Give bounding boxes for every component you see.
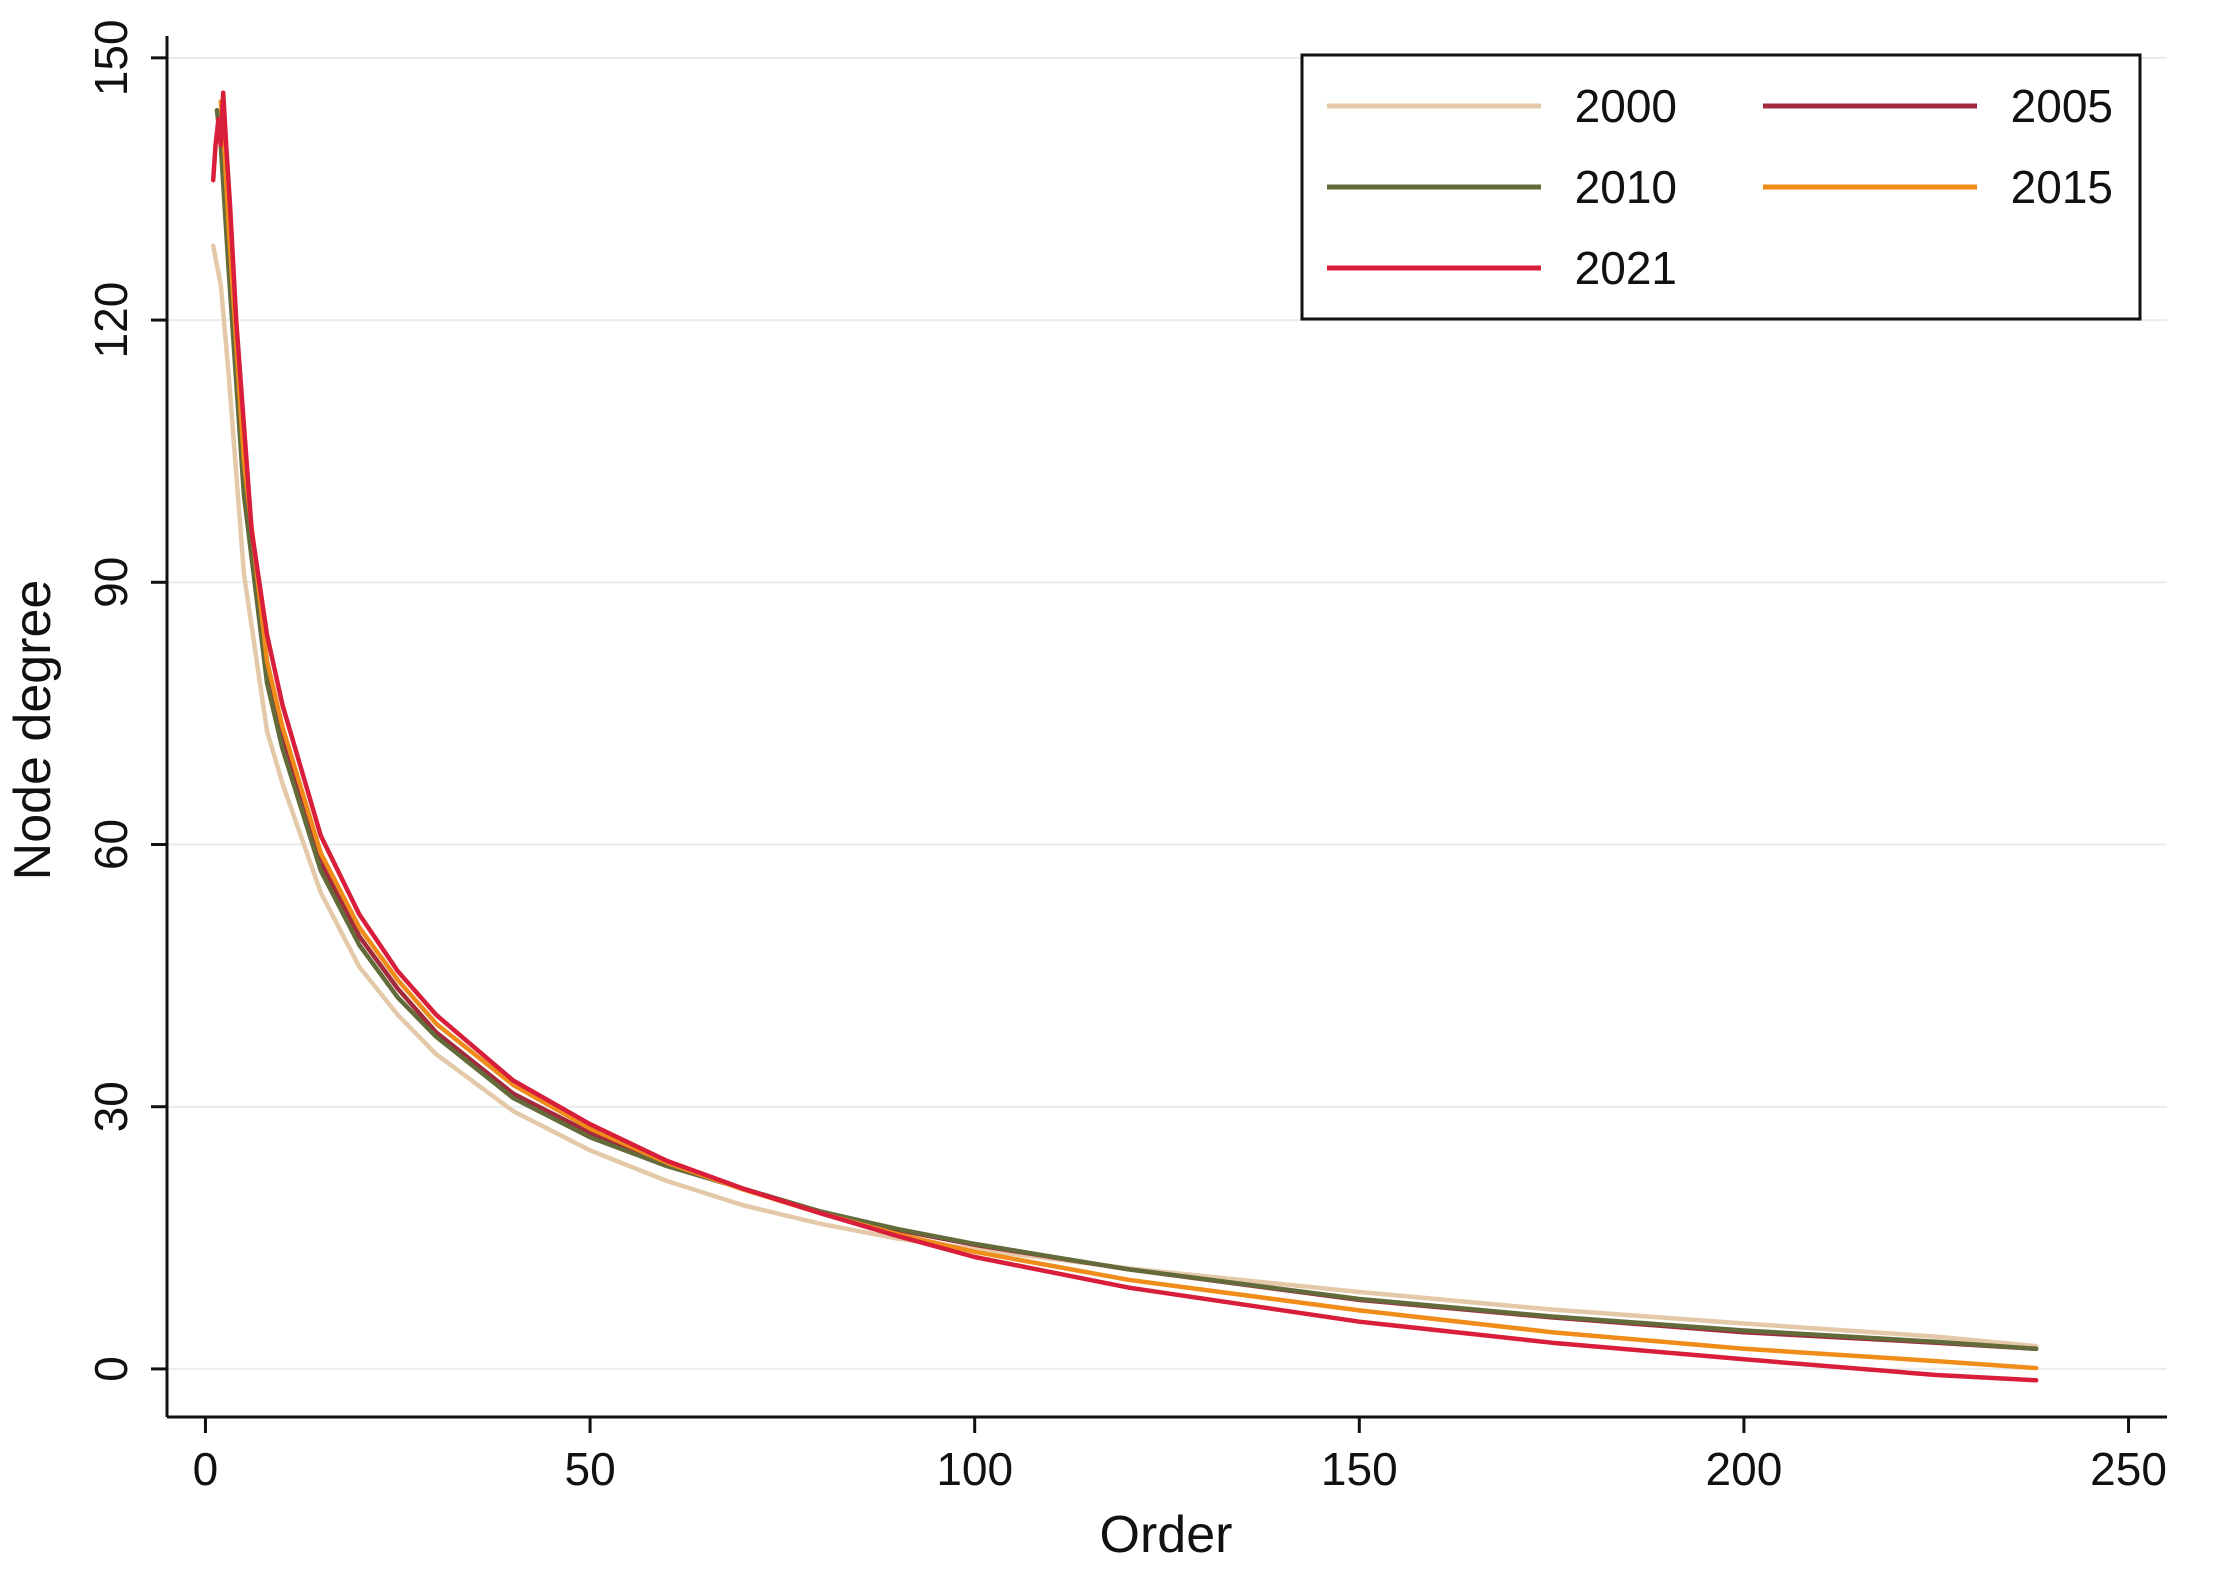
legend-label: 2015 xyxy=(2011,161,2113,213)
x-tick-label: 200 xyxy=(1706,1443,1783,1495)
x-tick-label: 150 xyxy=(1321,1443,1398,1495)
legend-item-2021: 2021 xyxy=(1327,242,1677,294)
series-lines xyxy=(210,90,2039,1383)
y-tick-label: 30 xyxy=(85,1081,137,1132)
y-tick-label: 60 xyxy=(85,819,137,870)
legend-items: 2000 2005 2010 2015 2021 xyxy=(1327,80,2113,294)
y-tick-label: 90 xyxy=(85,557,137,608)
axes: 0 30 60 90 120 150 0 50 100 150 200 250 xyxy=(85,19,2167,1495)
gridlines xyxy=(167,56,2167,1370)
y-axis-title: Node degree xyxy=(4,580,62,881)
series-line-2021 xyxy=(210,90,2039,1383)
x-tick-label: 100 xyxy=(936,1443,1013,1495)
y-tick-label: 120 xyxy=(85,282,137,359)
legend-item-2000: 2000 xyxy=(1327,80,1677,132)
legend-label: 2021 xyxy=(1575,242,1677,294)
legend-item-2015: 2015 xyxy=(1763,161,2113,213)
x-tick-label: 0 xyxy=(193,1443,219,1495)
legend-item-2010: 2010 xyxy=(1327,161,1677,213)
series-line-2000 xyxy=(210,243,2039,1349)
series-line-2010 xyxy=(214,108,2039,1352)
legend-item-2005: 2005 xyxy=(1763,80,2113,132)
legend-label: 2000 xyxy=(1575,80,1677,132)
x-tick-label: 250 xyxy=(2090,1443,2167,1495)
legend-label: 2005 xyxy=(2011,80,2113,132)
x-tick-label: 50 xyxy=(564,1443,615,1495)
x-axis-title: Order xyxy=(1100,1506,1233,1564)
y-tick-label: 0 xyxy=(85,1356,137,1382)
legend-label: 2010 xyxy=(1575,161,1677,213)
legend: 2000 2005 2010 2015 2021 xyxy=(1300,53,2142,321)
y-tick-label: 150 xyxy=(85,19,137,96)
